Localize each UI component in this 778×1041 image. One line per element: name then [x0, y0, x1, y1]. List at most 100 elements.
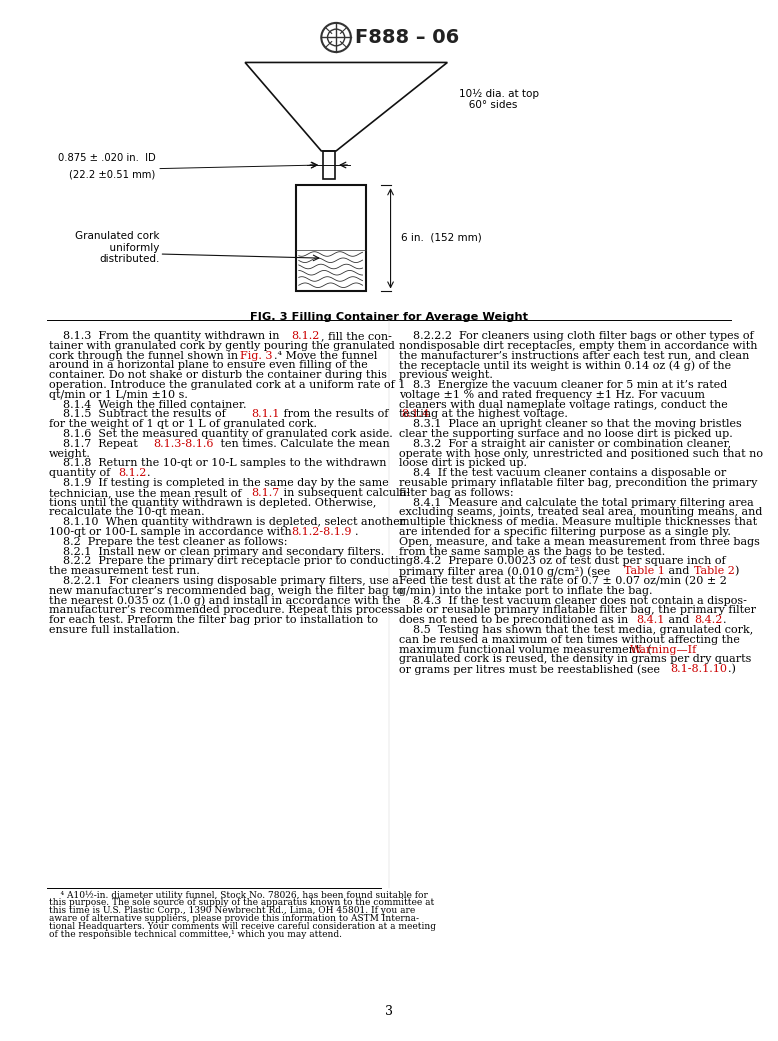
Text: 8.1.3-8.1.6: 8.1.3-8.1.6 [153, 439, 213, 449]
Text: for each test. Preform the filter bag prior to installation to: for each test. Preform the filter bag pr… [49, 615, 378, 626]
Text: 8.2.2.2  For cleaners using cloth filter bags or other types of: 8.2.2.2 For cleaners using cloth filter … [399, 331, 754, 341]
Text: tions until the quantity withdrawn is depleted. Otherwise,: tions until the quantity withdrawn is de… [49, 498, 377, 508]
Text: 8.1.8  Return the 10-qt or 10-L samples to the withdrawn: 8.1.8 Return the 10-qt or 10-L samples t… [49, 458, 387, 468]
Text: maximum functional volume measurement. (: maximum functional volume measurement. ( [399, 644, 652, 655]
Text: 8.1.4  Weigh the filled container.: 8.1.4 Weigh the filled container. [49, 400, 247, 410]
Text: clear the supporting surface and no loose dirt is picked up.: clear the supporting surface and no loos… [399, 429, 733, 439]
Text: testing at the highest voltage.: testing at the highest voltage. [399, 409, 568, 420]
Text: technician, use the mean result of: technician, use the mean result of [49, 488, 245, 498]
Text: ten times. Calculate the mean: ten times. Calculate the mean [216, 439, 389, 449]
Text: tional Headquarters. Your comments will receive careful consideration at a meeti: tional Headquarters. Your comments will … [49, 922, 436, 932]
Text: 8.1.9  If testing is completed in the same day by the same: 8.1.9 If testing is completed in the sam… [49, 478, 389, 488]
Text: FIG. 3 Filling Container for Average Weight: FIG. 3 Filling Container for Average Wei… [250, 312, 528, 323]
Text: and: and [665, 566, 692, 577]
Text: voltage ±1 % and rated frequency ±1 Hz. For vacuum: voltage ±1 % and rated frequency ±1 Hz. … [399, 389, 705, 400]
Text: 8.3.2  For a straight air canister or combination cleaner,: 8.3.2 For a straight air canister or com… [399, 439, 731, 449]
Text: .⁴ Move the funnel: .⁴ Move the funnel [275, 351, 378, 360]
Text: of the responsible technical committee,¹ which you may attend.: of the responsible technical committee,¹… [49, 931, 342, 939]
Text: 8.1.1: 8.1.1 [251, 409, 279, 420]
Text: tainer with granulated cork by gently pouring the granulated: tainer with granulated cork by gently po… [49, 340, 395, 351]
Text: 6 in.  (152 mm): 6 in. (152 mm) [401, 232, 482, 243]
Text: , fill the con-: , fill the con- [321, 331, 391, 341]
Text: 8.2.2  Prepare the primary dirt receptacle prior to conducting: 8.2.2 Prepare the primary dirt receptacl… [49, 557, 413, 566]
Text: granulated cork is reused, the density in grams per dry quarts: granulated cork is reused, the density i… [399, 655, 752, 664]
Text: 10½ dia. at top
   60° sides: 10½ dia. at top 60° sides [459, 88, 539, 110]
Text: Table 2: Table 2 [694, 566, 734, 577]
Text: .: . [356, 527, 359, 537]
Text: does not need to be preconditioned as in: does not need to be preconditioned as in [399, 615, 632, 626]
Text: g/min) into the intake port to inflate the bag.: g/min) into the intake port to inflate t… [399, 586, 653, 596]
Text: .): .) [728, 664, 736, 675]
Text: weight.: weight. [49, 449, 91, 459]
Text: 8.3.1  Place an upright cleaner so that the moving bristles: 8.3.1 Place an upright cleaner so that t… [399, 420, 742, 429]
Text: 3: 3 [385, 1006, 393, 1018]
Text: 8.1.10  When quantity withdrawn is depleted, select another: 8.1.10 When quantity withdrawn is deplet… [49, 517, 405, 527]
Text: excluding seams, joints, treated seal area, mounting means, and: excluding seams, joints, treated seal ar… [399, 507, 762, 517]
Text: .: . [147, 468, 151, 478]
Text: 8.4.1  Measure and calculate the total primary filtering area: 8.4.1 Measure and calculate the total pr… [399, 498, 754, 508]
Text: from the same sample as the bags to be tested.: from the same sample as the bags to be t… [399, 547, 665, 557]
Text: (22.2 ±0.51 mm): (22.2 ±0.51 mm) [69, 169, 156, 179]
Text: 8.4  If the test vacuum cleaner contains a disposable or: 8.4 If the test vacuum cleaner contains … [399, 468, 727, 478]
Text: filter bag as follows:: filter bag as follows: [399, 488, 513, 498]
Text: operation. Introduce the granulated cork at a uniform rate of 1: operation. Introduce the granulated cork… [49, 380, 405, 390]
Text: 8.1.6  Set the measured quantity of granulated cork aside.: 8.1.6 Set the measured quantity of granu… [49, 429, 393, 439]
Text: around in a horizontal plane to ensure even filling of the: around in a horizontal plane to ensure e… [49, 360, 368, 371]
Text: Fig. 3: Fig. 3 [240, 351, 272, 360]
Text: can be reused a maximum of ten times without affecting the: can be reused a maximum of ten times wit… [399, 635, 740, 644]
Text: and: and [665, 615, 692, 626]
Text: 8.4.2: 8.4.2 [694, 615, 722, 626]
Text: manufacturer’s recommended procedure. Repeat this process: manufacturer’s recommended procedure. Re… [49, 606, 399, 615]
Text: cork through the funnel shown in: cork through the funnel shown in [49, 351, 242, 360]
Text: this purpose. The sole source of supply of the apparatus known to the committee : this purpose. The sole source of supply … [49, 898, 434, 908]
Text: .: . [723, 615, 726, 626]
Text: Open, measure, and take a mean measurement from three bags: Open, measure, and take a mean measureme… [399, 537, 760, 547]
Text: 8.1.2: 8.1.2 [292, 331, 320, 341]
Text: are intended for a specific filtering purpose as a single ply.: are intended for a specific filtering pu… [399, 527, 731, 537]
Text: previous weight.: previous weight. [399, 371, 493, 380]
Text: for the weight of 1 qt or 1 L of granulated cork.: for the weight of 1 qt or 1 L of granula… [49, 420, 317, 429]
Text: the receptacle until its weight is within 0.14 oz (4 g) of the: the receptacle until its weight is withi… [399, 360, 731, 371]
Text: 8.1.2-8.1.9: 8.1.2-8.1.9 [292, 527, 352, 537]
Text: Table 1: Table 1 [625, 566, 665, 577]
Text: the nearest 0.035 oz (1.0 g) and install in accordance with the: the nearest 0.035 oz (1.0 g) and install… [49, 595, 401, 606]
Text: container. Do not shake or disturb the container during this: container. Do not shake or disturb the c… [49, 371, 387, 380]
Text: 8.4.1: 8.4.1 [636, 615, 664, 626]
Text: in subsequent calcula-: in subsequent calcula- [280, 488, 410, 498]
Text: Warning—If: Warning—If [630, 644, 697, 655]
Text: 0.875 ± .020 in.  ID: 0.875 ± .020 in. ID [58, 153, 156, 163]
Text: ensure full installation.: ensure full installation. [49, 625, 180, 635]
Text: or grams per litres must be reestablished (see: or grams per litres must be reestablishe… [399, 664, 664, 675]
Text: 8.3  Energize the vacuum cleaner for 5 min at it’s rated: 8.3 Energize the vacuum cleaner for 5 mi… [399, 380, 727, 390]
Text: 8.1.4: 8.1.4 [401, 409, 429, 420]
Text: 8.1.2: 8.1.2 [118, 468, 147, 478]
Text: Granulated cork
  uniformly
distributed.: Granulated cork uniformly distributed. [75, 231, 159, 264]
Text: reusable primary inflatable filter bag, precondition the primary: reusable primary inflatable filter bag, … [399, 478, 758, 488]
Text: 8.1.3  From the quantity withdrawn in: 8.1.3 From the quantity withdrawn in [49, 331, 283, 341]
Text: multiple thickness of media. Measure multiple thicknesses that: multiple thickness of media. Measure mul… [399, 517, 757, 527]
Text: aware of alternative suppliers, please provide this information to ASTM Interna-: aware of alternative suppliers, please p… [49, 914, 419, 923]
Text: the measurement test run.: the measurement test run. [49, 566, 200, 577]
Text: 8.1.7: 8.1.7 [251, 488, 279, 498]
Text: operate with hose only, unrestricted and positioned such that no: operate with hose only, unrestricted and… [399, 449, 763, 459]
Text: 8.2  Prepare the test cleaner as follows:: 8.2 Prepare the test cleaner as follows: [49, 537, 288, 547]
Text: qt/min or 1 L/min ±10 s.: qt/min or 1 L/min ±10 s. [49, 389, 188, 400]
Text: the manufacturer’s instructions after each test run, and clean: the manufacturer’s instructions after ea… [399, 351, 749, 360]
Text: from the results of: from the results of [280, 409, 392, 420]
Bar [296, 185, 366, 291]
Text: 8.5  Testing has shown that the test media, granulated cork,: 8.5 Testing has shown that the test medi… [399, 625, 753, 635]
Text: able or reusable primary inflatable filter bag, the primary filter: able or reusable primary inflatable filt… [399, 606, 756, 615]
Text: 100-qt or 100-L sample in accordance with: 100-qt or 100-L sample in accordance wit… [49, 527, 296, 537]
Text: cleaners with dual nameplate voltage ratings, conduct the: cleaners with dual nameplate voltage rat… [399, 400, 728, 410]
Text: new manufacturer’s recommended bag, weigh the filter bag to: new manufacturer’s recommended bag, weig… [49, 586, 403, 595]
Text: recalculate the 10-qt mean.: recalculate the 10-qt mean. [49, 507, 205, 517]
Text: quantity of: quantity of [49, 468, 114, 478]
Text: F888 – 06: F888 – 06 [355, 28, 459, 47]
Text: 8.2.1  Install new or clean primary and secondary filters.: 8.2.1 Install new or clean primary and s… [49, 547, 384, 557]
Text: 8.1-8.1.10: 8.1-8.1.10 [671, 664, 727, 675]
Text: primary filter area (0.010 g/cm²) (see: primary filter area (0.010 g/cm²) (see [399, 566, 614, 577]
Text: 8.4.3  If the test vacuum cleaner does not contain a dispos-: 8.4.3 If the test vacuum cleaner does no… [399, 595, 747, 606]
Text: ): ) [734, 566, 738, 577]
Text: ⁴ A10½-in. diameter utility funnel, Stock No. 78026, has been found suitable for: ⁴ A10½-in. diameter utility funnel, Stoc… [49, 890, 428, 899]
Text: Feed the test dust at the rate of 0.7 ± 0.07 oz/min (20 ± 2: Feed the test dust at the rate of 0.7 ± … [399, 576, 727, 586]
